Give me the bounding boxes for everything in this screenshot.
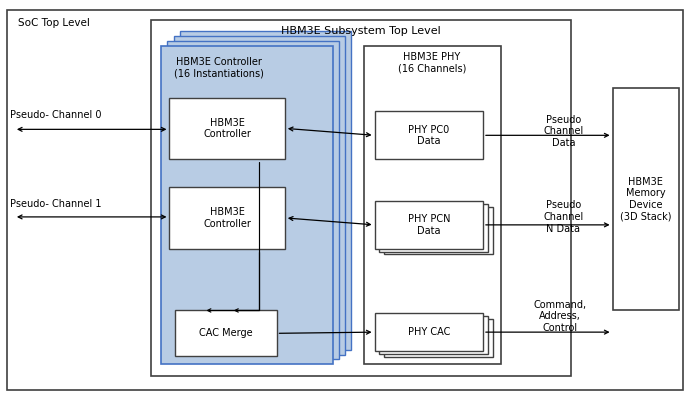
Text: HBM3E PHY
(16 Channels): HBM3E PHY (16 Channels) [398,52,466,73]
Bar [161,46,332,364]
Bar [169,187,285,249]
Bar [384,207,493,254]
Bar [384,319,493,357]
Bar [612,88,679,310]
Bar [364,46,500,364]
Text: Pseudo- Channel 0: Pseudo- Channel 0 [10,110,102,121]
Text: Pseudo
Channel
N Data: Pseudo Channel N Data [543,200,584,234]
Bar [169,98,285,159]
Text: HBM3E Subsystem Top Level: HBM3E Subsystem Top Level [281,26,440,36]
Text: HBM3E
Memory
Device
(3D Stack): HBM3E Memory Device (3D Stack) [620,177,671,221]
Bar [374,111,483,159]
Bar [374,313,483,351]
Bar [167,41,339,359]
Text: SoC Top Level: SoC Top Level [18,18,90,28]
Text: HBM3E Controller
(16 Instantiations): HBM3E Controller (16 Instantiations) [174,57,264,78]
Text: CAC Merge: CAC Merge [199,328,253,338]
Bar [379,204,488,252]
Bar [175,310,276,356]
Bar [379,316,488,354]
Text: Pseudo- Channel 1: Pseudo- Channel 1 [10,199,102,209]
Bar [174,36,345,355]
Text: Command,
Address,
Control: Command, Address, Control [533,300,587,333]
Bar [374,201,483,249]
Bar [180,31,351,350]
Bar [150,20,570,376]
Text: Pseudo
Channel
Data: Pseudo Channel Data [543,115,584,148]
Text: HBM3E
Controller: HBM3E Controller [203,117,251,139]
Text: PHY PC0
Data: PHY PC0 Data [408,125,449,146]
Text: HBM3E
Controller: HBM3E Controller [203,207,251,229]
Text: PHY PCN
Data: PHY PCN Data [407,214,450,236]
Text: PHY CAC: PHY CAC [407,327,450,337]
